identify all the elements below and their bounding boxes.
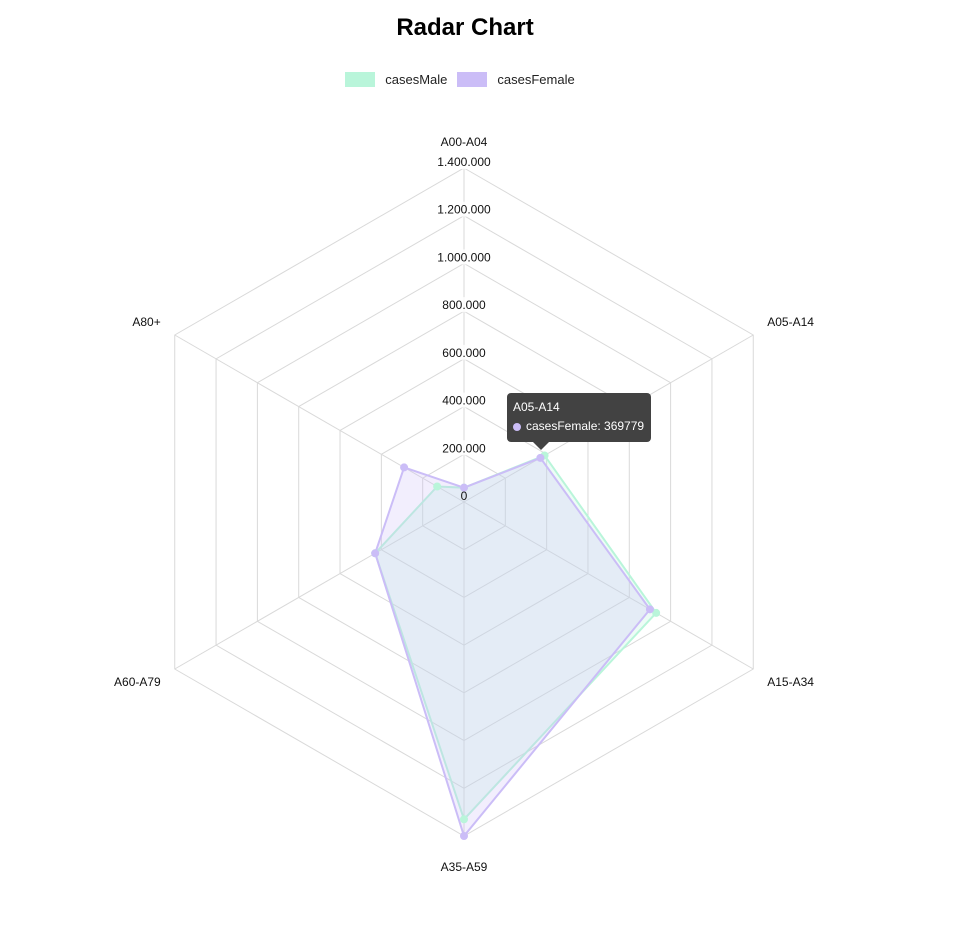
tick-label-bg (434, 392, 494, 408)
tick-label-bg (434, 249, 494, 265)
grid-spoke (463, 501, 754, 670)
tick-label: 0 (461, 489, 468, 503)
tick-label-bg (434, 440, 494, 456)
radial-tick-labels: 0 200.000 400.000 600.000 800.000 1.000.000 1.… (434, 154, 494, 503)
legend-swatch-male (345, 72, 376, 87)
grid-spoke (174, 334, 465, 503)
legend-label-female: casesFemale (497, 72, 575, 87)
grid-spoke (174, 501, 465, 670)
tick-label: 1.200.000 (437, 203, 491, 217)
tick-label: 400.000 (442, 394, 486, 408)
data-point-casesFemale (400, 463, 409, 472)
tick-label: 1.400.000 (437, 155, 491, 169)
legend-swatch-female (457, 72, 488, 87)
axis-label: A15-A34 (767, 675, 814, 689)
axis-labels: A00-A04 A05-A14 A15-A34 A35-A59 A60-A79 A80+ (114, 135, 814, 874)
data-point-casesMale (433, 482, 442, 491)
data-point-casesFemale (460, 483, 468, 492)
tick-label: 800.000 (442, 298, 486, 312)
radar-series (371, 451, 661, 840)
data-point-casesMale (460, 815, 468, 824)
tooltip-title: A05-A14 (513, 400, 560, 414)
axis-label: A05-A14 (767, 315, 814, 329)
legend: casesMale casesFemale (0, 72, 920, 87)
legend-item-female[interactable]: casesFemale (457, 72, 575, 87)
tick-label-bg (434, 201, 494, 217)
data-point-casesFemale (536, 453, 545, 462)
tooltip-color-dot (513, 422, 521, 431)
axis-label: A35-A59 (441, 860, 488, 874)
tick-label-bg (434, 344, 494, 360)
tick-label: 600.000 (442, 346, 486, 360)
tooltip-text: casesFemale: 369779 (526, 419, 645, 433)
tick-label: 200.000 (442, 441, 486, 455)
tick-label-bg (434, 154, 494, 169)
data-point-casesFemale (371, 549, 380, 558)
legend-label-male: casesMale (385, 72, 448, 87)
axis-label: A00-A04 (441, 135, 488, 149)
tick-label-bg (434, 297, 494, 313)
series-area-casesFemale (374, 456, 652, 839)
chart-title: Radar Chart (396, 14, 534, 41)
axis-label: A80+ (132, 315, 160, 329)
tick-label: 1.000.000 (437, 250, 491, 264)
axis-label: A60-A79 (114, 675, 161, 689)
tooltip-row: casesFemale: 369779 (513, 417, 644, 436)
data-point-casesFemale (645, 605, 654, 614)
legend-item-male[interactable]: casesMale (345, 72, 447, 87)
data-point-casesMale (652, 608, 661, 617)
tooltip: A05-A14 casesFemale: 369779 (507, 393, 652, 450)
data-point-casesFemale (460, 832, 468, 840)
